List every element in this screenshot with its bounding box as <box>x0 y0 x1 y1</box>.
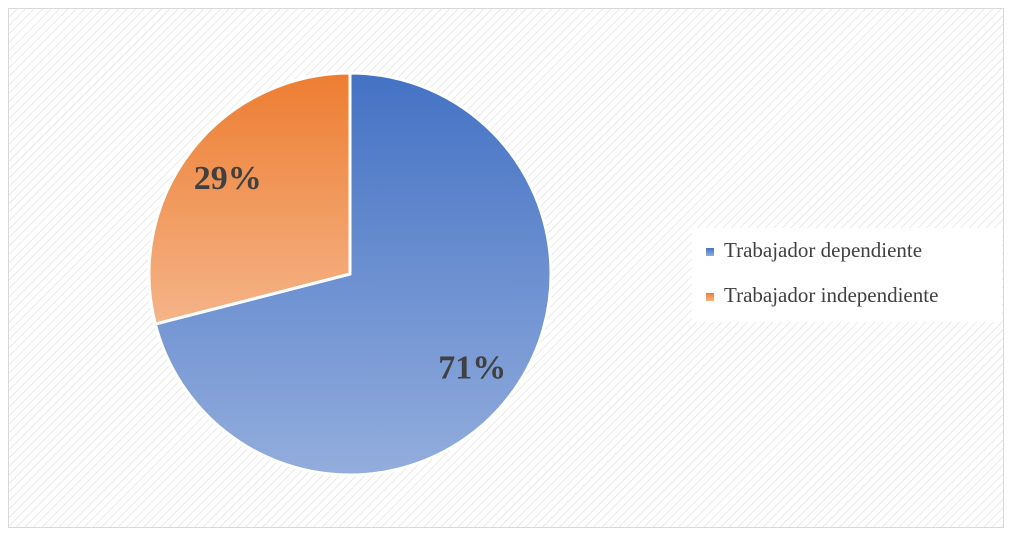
legend-label: Trabajador independiente <box>724 283 938 307</box>
legend-box <box>692 228 1002 322</box>
pie-slice <box>147 71 352 326</box>
data-label: 71% <box>438 350 506 387</box>
legend-marker <box>706 293 714 301</box>
legend-label: Trabajador dependiente <box>724 238 922 262</box>
pie-slice <box>153 71 553 477</box>
data-label: 29% <box>194 160 262 197</box>
legend-marker <box>706 248 714 256</box>
